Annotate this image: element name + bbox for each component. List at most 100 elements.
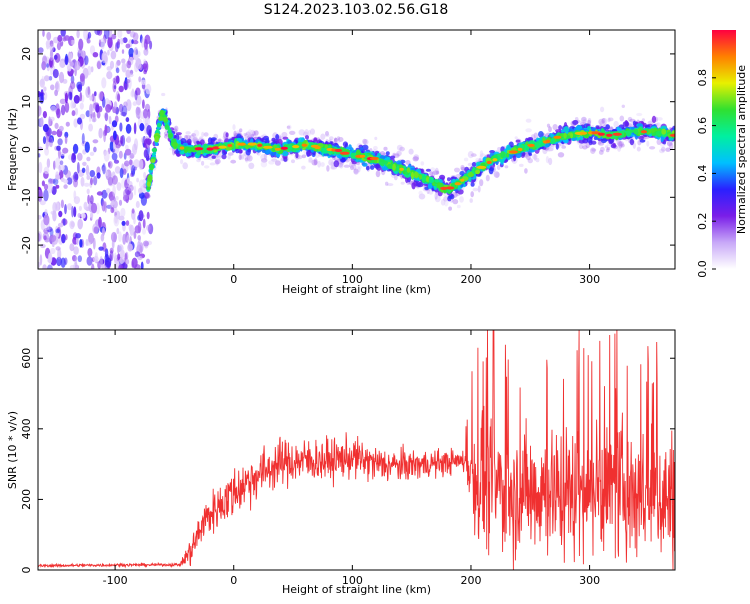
noise-blob (60, 199, 64, 209)
noise-blob (121, 58, 126, 64)
noise-blob (91, 263, 95, 269)
noise-blob (52, 202, 58, 213)
ridge-mark (656, 139, 662, 145)
noise-blob (96, 61, 101, 70)
noise-blob (48, 76, 53, 81)
ridge-mark (349, 161, 353, 168)
ridge-mark (668, 142, 674, 150)
x-tick-label: 300 (579, 574, 600, 587)
ridge-mark (357, 166, 361, 173)
ridge-mark (179, 150, 185, 155)
noise-blob (106, 127, 110, 133)
noise-blob (61, 233, 66, 244)
ridge-mark (538, 139, 542, 146)
ridge-mark (365, 165, 370, 171)
noise-blob (77, 218, 83, 230)
ridge-mark (608, 126, 614, 130)
noise-blob (41, 75, 44, 85)
noise-blob (112, 77, 116, 83)
ridge-mark (250, 133, 255, 138)
ridge-core-mark (280, 146, 288, 150)
noise-blob (116, 59, 121, 66)
ridge-mark (172, 148, 176, 156)
ridge-core-mark (492, 158, 498, 162)
ridge-mark (350, 165, 354, 171)
noise-blob (68, 91, 73, 100)
noise-blob (56, 145, 61, 151)
ridge-mark (452, 199, 459, 205)
ridge-mark (613, 120, 619, 128)
noise-blob (99, 256, 103, 268)
ridge-mark (500, 151, 505, 159)
noise-blob (111, 33, 117, 40)
noise-blob (42, 136, 47, 145)
noise-blob (85, 86, 91, 98)
noise-blob (67, 203, 73, 211)
noise-blob (57, 34, 63, 43)
ridge-mark (621, 104, 625, 109)
ridge-mark (338, 162, 344, 167)
ridge-mark (167, 128, 172, 135)
noise-blob (74, 256, 78, 268)
ridge-mark (436, 182, 443, 189)
noise-blob (54, 122, 59, 129)
ridge-mark (307, 129, 311, 136)
ridge-mark (525, 118, 532, 123)
ridge-core-mark (508, 150, 518, 154)
ridge-mark (298, 129, 306, 136)
noise-blob (42, 111, 48, 119)
noise-blob (110, 207, 115, 214)
noise-blob (51, 130, 57, 136)
noise-blob (141, 37, 145, 48)
noise-blob (53, 160, 56, 170)
noise-blob (115, 75, 120, 84)
ridge-mark (356, 149, 361, 157)
noise-blob (108, 161, 113, 169)
ridge-mark (633, 128, 639, 135)
noise-blob (56, 42, 62, 51)
noise-blob (64, 101, 70, 113)
ridge-mark (182, 162, 188, 170)
noise-blob (45, 139, 49, 150)
noise-blob (126, 30, 131, 35)
noise-blob (81, 212, 86, 219)
noise-blob (87, 247, 93, 257)
ridge-mark (552, 124, 558, 131)
noise-blob (64, 55, 69, 66)
ridge-mark (472, 187, 479, 192)
noise-blob (132, 101, 137, 106)
ridge-mark (250, 129, 256, 137)
ridge-mark (193, 129, 200, 137)
ridge-mark (242, 153, 248, 160)
noise-blob (52, 178, 59, 185)
ridge-mark (286, 125, 291, 129)
noise-blob (55, 174, 61, 180)
ridge-mark (470, 153, 477, 157)
ridge-mark (524, 168, 528, 174)
ridge-core-mark (553, 135, 562, 139)
ridge-mark (651, 115, 657, 123)
noise-blob (113, 85, 117, 90)
ridge-mark (387, 163, 394, 170)
spectrogram-ridge (145, 92, 675, 211)
ridge-mark (604, 145, 609, 149)
ridge-mark (514, 136, 518, 140)
ridge-core-mark (476, 165, 487, 169)
ridge-mark (248, 162, 255, 169)
figure-title: S124.2023.103.02.56.G18 (264, 2, 449, 18)
noise-blob (115, 196, 119, 201)
ridge-core-mark (301, 143, 308, 147)
ridge-mark (469, 198, 473, 203)
noise-blob (140, 79, 147, 86)
noise-blob (131, 257, 138, 269)
ridge-core-mark (369, 156, 379, 161)
ridge-mark (555, 129, 562, 133)
noise-blob (64, 170, 72, 179)
noise-blob (89, 45, 96, 55)
ridge-mark (239, 154, 244, 160)
noise-blob (63, 35, 70, 41)
ridge-mark (253, 130, 259, 136)
noise-blob (89, 151, 95, 156)
ridge-mark (548, 126, 552, 133)
ridge-mark (232, 124, 236, 131)
